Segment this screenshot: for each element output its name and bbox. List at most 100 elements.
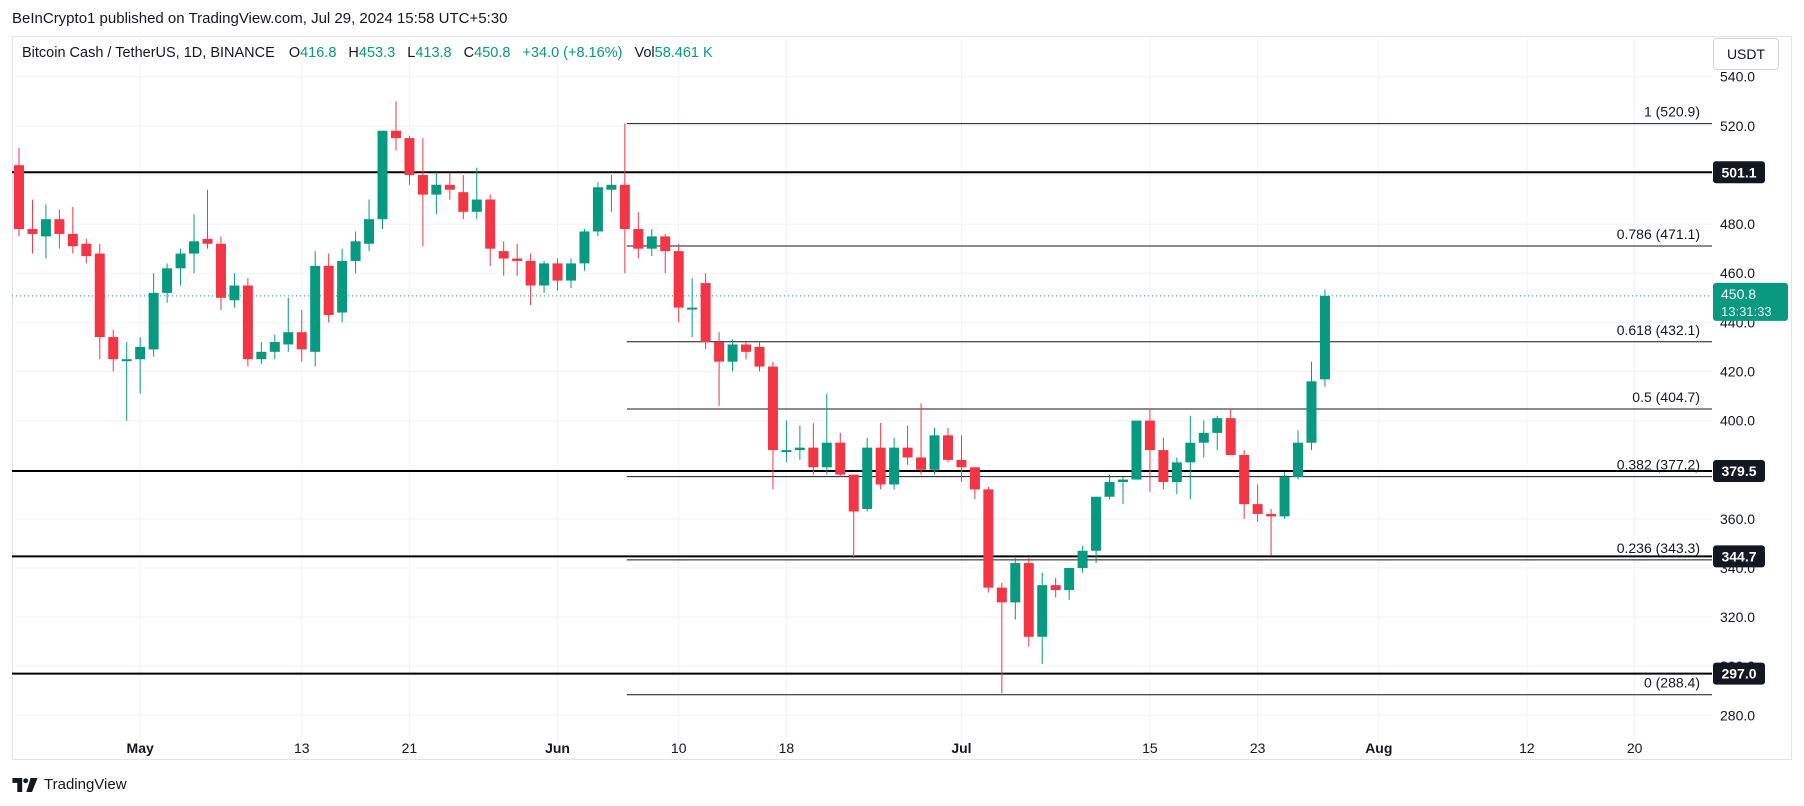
candle-body[interactable] <box>67 233 78 247</box>
candle-body[interactable] <box>323 265 334 315</box>
candle-body[interactable] <box>1306 381 1317 443</box>
candle-body[interactable] <box>1023 563 1034 637</box>
candle-body[interactable] <box>485 199 496 249</box>
candle-body[interactable] <box>1171 462 1182 483</box>
candle-body[interactable] <box>525 260 536 286</box>
candle-body[interactable] <box>269 342 280 352</box>
candle-body[interactable] <box>754 346 765 367</box>
candle-body[interactable] <box>94 253 105 338</box>
candle-body[interactable] <box>1198 432 1209 443</box>
candle-body[interactable] <box>606 184 617 190</box>
candle-body[interactable] <box>121 359 132 362</box>
candle-body[interactable] <box>848 474 859 512</box>
candle-body[interactable] <box>350 241 361 261</box>
candle-body[interactable] <box>552 263 563 281</box>
candle-body[interactable] <box>512 258 523 261</box>
candle-body[interactable] <box>14 165 24 230</box>
candle-body[interactable] <box>175 253 186 269</box>
candle-body[interactable] <box>417 174 428 195</box>
candle-body[interactable] <box>889 447 900 485</box>
candle-body[interactable] <box>808 447 819 468</box>
candle-body[interactable] <box>794 447 805 451</box>
candle-body[interactable] <box>189 241 200 254</box>
candle-body[interactable] <box>916 457 927 470</box>
candle-body[interactable] <box>835 442 846 475</box>
candle-body[interactable] <box>337 260 348 313</box>
candle-body[interactable] <box>996 587 1007 603</box>
candle-body[interactable] <box>81 243 92 257</box>
candle-body[interactable] <box>983 489 994 588</box>
candle-body[interactable] <box>1225 418 1236 455</box>
candle-body[interactable] <box>390 130 401 139</box>
candle-body[interactable] <box>498 251 509 259</box>
candle-body[interactable] <box>148 292 159 350</box>
candle-body[interactable] <box>619 184 630 230</box>
candle-body[interactable] <box>660 236 671 252</box>
candle-body[interactable] <box>875 447 886 485</box>
candle-body[interactable] <box>458 192 469 212</box>
candle-body[interactable] <box>1185 442 1196 463</box>
candle-body[interactable] <box>1037 585 1048 637</box>
candle-body[interactable] <box>956 459 967 468</box>
candle-body[interactable] <box>1239 454 1250 505</box>
candle-body[interactable] <box>1158 450 1169 483</box>
candle-body[interactable] <box>1010 563 1021 603</box>
candle-body[interactable] <box>54 219 65 234</box>
candle-body[interactable] <box>687 307 698 310</box>
candle-body[interactable] <box>444 184 455 190</box>
candle-body[interactable] <box>741 344 752 352</box>
candle-body[interactable] <box>471 199 482 212</box>
candle-body[interactable] <box>1293 442 1304 478</box>
candle-body[interactable] <box>296 332 307 350</box>
candle-body[interactable] <box>1050 585 1061 591</box>
currency-button[interactable]: USDT <box>1713 38 1779 70</box>
footer-brand[interactable]: TradingView <box>12 776 127 793</box>
candle-body[interactable] <box>27 229 38 234</box>
candle-body[interactable] <box>781 450 792 453</box>
candle-body[interactable] <box>714 342 725 362</box>
candle-body[interactable] <box>283 332 294 345</box>
candle-body[interactable] <box>1252 504 1263 514</box>
candle-body[interactable] <box>727 344 738 362</box>
candle-body[interactable] <box>1077 550 1088 568</box>
candle-body[interactable] <box>579 231 590 264</box>
candle-body[interactable] <box>377 130 388 220</box>
candle-body[interactable] <box>1266 513 1277 517</box>
candle-body[interactable] <box>862 447 873 510</box>
candle-body[interactable] <box>1319 295 1330 380</box>
candle-body[interactable] <box>646 236 657 249</box>
candle-body[interactable] <box>256 351 267 360</box>
candle-body[interactable] <box>310 265 321 352</box>
candle-body[interactable] <box>40 219 51 237</box>
candle-body[interactable] <box>566 263 576 281</box>
candle-body[interactable] <box>108 337 119 360</box>
candle-body[interactable] <box>135 346 146 360</box>
candle-body[interactable] <box>592 187 603 232</box>
candle-body[interactable] <box>942 435 953 460</box>
candle-body[interactable] <box>1279 477 1290 517</box>
candle-body[interactable] <box>1131 420 1142 480</box>
candle-body[interactable] <box>700 283 711 343</box>
candle-body[interactable] <box>1064 567 1075 591</box>
candle-body[interactable] <box>1144 420 1155 451</box>
candle-body[interactable] <box>431 184 442 195</box>
candle-body[interactable] <box>229 285 240 301</box>
candle-body[interactable] <box>1212 418 1223 433</box>
candle-body[interactable] <box>404 138 415 175</box>
candle-body[interactable] <box>1091 496 1102 551</box>
candle-body[interactable] <box>1104 482 1115 497</box>
symbol-label[interactable]: Bitcoin Cash / TetherUS, 1D, BINANCE <box>22 45 275 61</box>
candle-body[interactable] <box>767 366 778 451</box>
candle-body[interactable] <box>929 435 940 470</box>
candle-body[interactable] <box>364 219 375 244</box>
candle-body[interactable] <box>202 238 213 244</box>
candle-body[interactable] <box>969 467 980 490</box>
candle-body[interactable] <box>633 229 644 249</box>
candle-body[interactable] <box>242 285 253 360</box>
candle-body[interactable] <box>673 251 684 308</box>
candle-body[interactable] <box>1118 479 1128 483</box>
candle-body[interactable] <box>215 243 226 298</box>
candle-body[interactable] <box>539 263 550 286</box>
candle-body[interactable] <box>902 447 913 458</box>
